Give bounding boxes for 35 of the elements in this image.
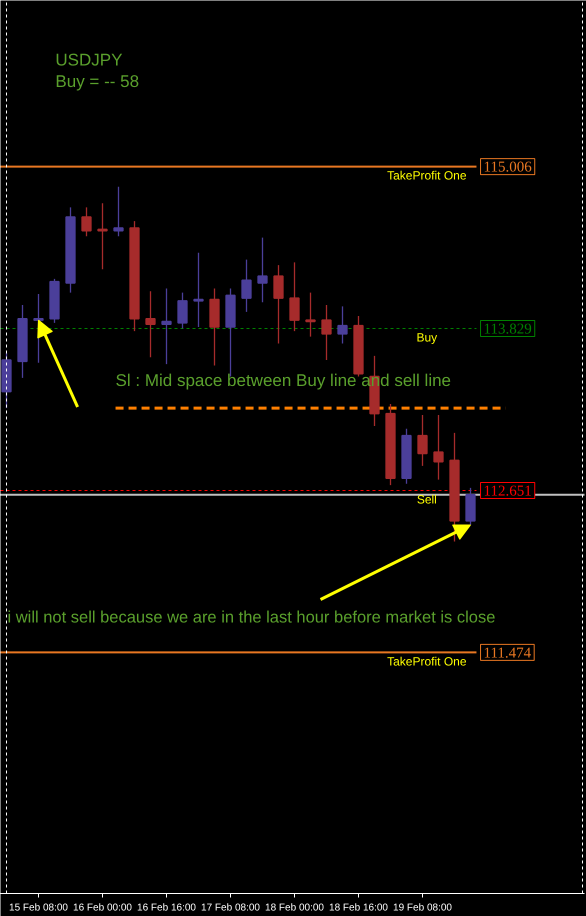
candlestick — [417, 414, 428, 467]
x-tick-label: 16 Feb 00:00 — [73, 902, 132, 914]
x-tick-label: 19 Feb 08:00 — [393, 902, 452, 914]
candlestick — [257, 236, 268, 303]
candlestick — [113, 186, 124, 237]
y-tick-label: 112.651 — [484, 483, 532, 500]
x-tick-label: 17 Feb 08:00 — [201, 902, 260, 914]
candlestick — [193, 252, 204, 328]
ref-line-label: TakeProfit One — [387, 168, 467, 183]
x-tick-label: 18 Feb 16:00 — [329, 902, 388, 914]
candlestick — [81, 206, 92, 237]
candlestick — [289, 262, 300, 332]
annotation: Buy = -- 58 — [55, 72, 140, 91]
x-tick-label: 15 Feb 08:00 — [9, 902, 68, 914]
ref-line-label: Buy — [416, 330, 438, 345]
y-tick-label: 113.829 — [484, 322, 532, 338]
ref-line-label: TakeProfit One — [387, 654, 467, 668]
candlestick — [161, 288, 172, 365]
candlestick — [337, 306, 348, 344]
y-tick-label: 115.006 — [484, 160, 532, 176]
y-tick-label: 111.474 — [484, 645, 532, 662]
candlestick — [273, 264, 284, 344]
candlestick — [145, 290, 156, 358]
candlestick — [433, 414, 444, 480]
ref-line-label: Sell — [416, 492, 437, 506]
candlestick — [241, 258, 252, 313]
annotation: i will not sell because we are in the last hour before market is close — [8, 608, 496, 626]
candlestick — [33, 293, 44, 364]
candlestick — [305, 292, 316, 338]
candlestick — [321, 304, 332, 361]
annotation: USDJPY — [55, 50, 122, 70]
candlestick — [177, 292, 188, 330]
candlestick — [97, 202, 108, 270]
x-tick-label: 18 Feb 00:00 — [265, 902, 324, 914]
x-tick-label: 16 Feb 16:00 — [137, 902, 196, 914]
